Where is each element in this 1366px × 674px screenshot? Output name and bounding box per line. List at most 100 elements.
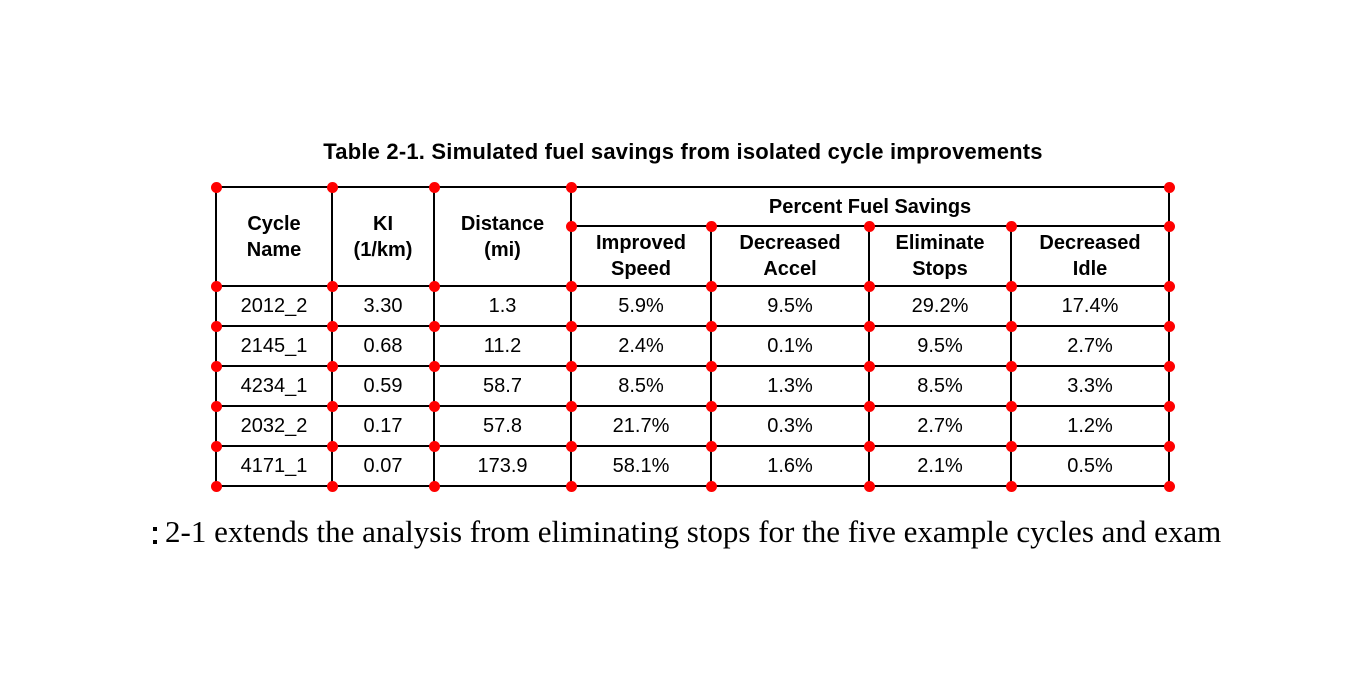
table-cell-corner-marker[interactable] [210, 400, 222, 412]
cell-ki: 0.07 [331, 445, 435, 487]
cell-ki: 0.17 [331, 405, 435, 447]
table-cell-corner-marker[interactable] [1163, 280, 1175, 292]
cell-distance: 173.9 [433, 445, 572, 487]
cell-decreased-idle: 17.4% [1009, 285, 1171, 327]
table-wrapper: Cycle Name KI (1/km) Distance (mi) Perce… [210, 181, 1175, 492]
cell-decreased-idle: 0.5% [1009, 445, 1171, 487]
table-cell-corner-marker[interactable] [1005, 220, 1017, 232]
col-header-decreased-accel: Decreased Accel [710, 225, 870, 287]
cell-cycle-name: 2145_1 [215, 325, 333, 367]
table-cell-corner-marker[interactable] [1005, 400, 1017, 412]
table-cell-corner-marker[interactable] [863, 360, 875, 372]
table-cell-corner-marker[interactable] [565, 320, 577, 332]
table-cell-corner-marker[interactable] [565, 400, 577, 412]
table-cell-corner-marker[interactable] [428, 360, 440, 372]
table-cell-corner-marker[interactable] [1163, 440, 1175, 452]
table-cell-corner-marker[interactable] [210, 181, 222, 193]
cell-ki: 3.30 [331, 285, 435, 327]
col-header-distance: Distance (mi) [433, 186, 572, 287]
table-row: 2012_2 3.30 1.3 5.9% 9.5% 29.2% 17.4% [215, 285, 1171, 327]
table-cell-corner-marker[interactable] [326, 480, 338, 492]
table-cell-corner-marker[interactable] [1163, 220, 1175, 232]
table-cell-corner-marker[interactable] [705, 440, 717, 452]
table-cell-corner-marker[interactable] [863, 320, 875, 332]
table-cell-corner-marker[interactable] [705, 220, 717, 232]
cell-distance: 11.2 [433, 325, 572, 367]
col-header-eliminate-stops: Eliminate Stops [868, 225, 1012, 287]
table-row: 2032_2 0.17 57.8 21.7% 0.3% 2.7% 1.2% [215, 405, 1171, 447]
table-cell-corner-marker[interactable] [1005, 440, 1017, 452]
col-header-percent-fuel-savings: Percent Fuel Savings [569, 186, 1171, 227]
table-cell-corner-marker[interactable] [326, 280, 338, 292]
cell-decreased-idle: 3.3% [1009, 365, 1171, 407]
table-cell-corner-marker[interactable] [326, 360, 338, 372]
table-cell-corner-marker[interactable] [565, 360, 577, 372]
cell-decreased-accel: 0.3% [710, 405, 870, 447]
corner-marker-layer [210, 181, 1175, 492]
table-cell-corner-marker[interactable] [705, 320, 717, 332]
table-cell-corner-marker[interactable] [428, 280, 440, 292]
table-cell-corner-marker[interactable] [1163, 181, 1175, 193]
cell-cycle-name: 2032_2 [215, 405, 333, 447]
table-cell-corner-marker[interactable] [326, 440, 338, 452]
table-cell-corner-marker[interactable] [428, 320, 440, 332]
table-cell-corner-marker[interactable] [1005, 280, 1017, 292]
col-header-ki: KI (1/km) [331, 186, 435, 287]
table-cell-corner-marker[interactable] [1163, 400, 1175, 412]
table-cell-corner-marker[interactable] [210, 360, 222, 372]
cell-ki: 0.68 [331, 325, 435, 367]
table-cell-corner-marker[interactable] [428, 480, 440, 492]
clipped-glyph-fragment [153, 527, 157, 544]
table-cell-corner-marker[interactable] [210, 440, 222, 452]
cell-improved-speed: 58.1% [570, 445, 712, 487]
table-cell-corner-marker[interactable] [565, 181, 577, 193]
table-cell-corner-marker[interactable] [863, 440, 875, 452]
table-cell-corner-marker[interactable] [565, 480, 577, 492]
cell-decreased-accel: 0.1% [710, 325, 870, 367]
table-cell-corner-marker[interactable] [1005, 480, 1017, 492]
cell-improved-speed: 21.7% [570, 405, 712, 447]
table-cell-corner-marker[interactable] [428, 181, 440, 193]
table-cell-corner-marker[interactable] [428, 440, 440, 452]
table-cell-corner-marker[interactable] [705, 360, 717, 372]
table-cell-corner-marker[interactable] [565, 220, 577, 232]
table-cell-corner-marker[interactable] [210, 320, 222, 332]
table-cell-corner-marker[interactable] [210, 480, 222, 492]
cell-eliminate-stops: 2.7% [868, 405, 1012, 447]
table-cell-corner-marker[interactable] [1005, 320, 1017, 332]
table-cell-corner-marker[interactable] [326, 181, 338, 193]
table-cell-corner-marker[interactable] [705, 400, 717, 412]
table-caption: Table 2-1. Simulated fuel savings from i… [323, 139, 1043, 164]
cell-eliminate-stops: 2.1% [868, 445, 1012, 487]
col-header-improved-speed: Improved Speed [570, 225, 712, 287]
table-cell-corner-marker[interactable] [863, 480, 875, 492]
table-cell-corner-marker[interactable] [565, 440, 577, 452]
table-cell-corner-marker[interactable] [863, 280, 875, 292]
table-cell-corner-marker[interactable] [1163, 320, 1175, 332]
cell-improved-speed: 8.5% [570, 365, 712, 407]
fuel-savings-table: Cycle Name KI (1/km) Distance (mi) Perce… [215, 186, 1171, 487]
table-row: 4171_1 0.07 173.9 58.1% 1.6% 2.1% 0.5% [215, 445, 1171, 487]
table-cell-corner-marker[interactable] [863, 220, 875, 232]
table-cell-corner-marker[interactable] [705, 480, 717, 492]
table-cell-corner-marker[interactable] [428, 400, 440, 412]
cell-distance: 58.7 [433, 365, 572, 407]
cell-cycle-name: 2012_2 [215, 285, 333, 327]
table-cell-corner-marker[interactable] [863, 400, 875, 412]
table-cell-corner-marker[interactable] [326, 400, 338, 412]
cell-distance: 57.8 [433, 405, 572, 447]
table-cell-corner-marker[interactable] [705, 280, 717, 292]
table-row: 2145_1 0.68 11.2 2.4% 0.1% 9.5% 2.7% [215, 325, 1171, 367]
table-cell-corner-marker[interactable] [565, 280, 577, 292]
cell-decreased-accel: 1.3% [710, 365, 870, 407]
cell-cycle-name: 4234_1 [215, 365, 333, 407]
table-cell-corner-marker[interactable] [1005, 360, 1017, 372]
cell-ki: 0.59 [331, 365, 435, 407]
body-text-line: 2-1 extends the analysis from eliminatin… [165, 514, 1222, 549]
table-cell-corner-marker[interactable] [1163, 480, 1175, 492]
table-cell-corner-marker[interactable] [210, 280, 222, 292]
cell-cycle-name: 4171_1 [215, 445, 333, 487]
table-cell-corner-marker[interactable] [326, 320, 338, 332]
table-cell-corner-marker[interactable] [1163, 360, 1175, 372]
